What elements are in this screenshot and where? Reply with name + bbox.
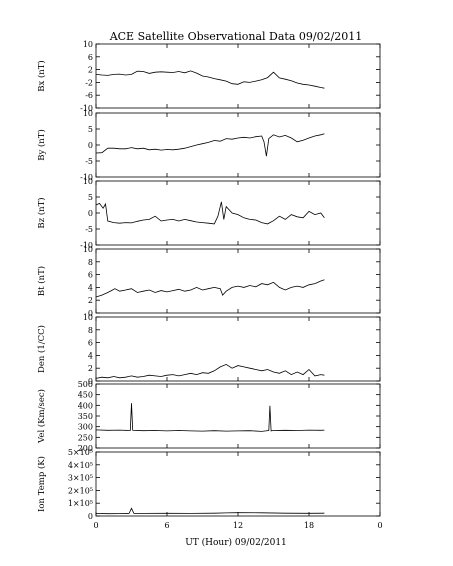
panel-5: 10 8 6 4 2 0 Den (1/CC) (36, 313, 381, 386)
series-line (95, 70, 325, 89)
y-tick-label: -10 (80, 173, 93, 182)
series-line (95, 363, 325, 379)
panel-3: 10 5 0 -5 -10 Bz (nT) (36, 177, 381, 250)
y-tick-label: 5 (88, 193, 93, 202)
panel-frame (95, 112, 381, 178)
y-tick-label: 3×10⁵ (68, 474, 93, 483)
y-tick-label: 10 (83, 313, 93, 322)
y-tick-label: 8 (88, 258, 93, 267)
panel-7: 5×10⁵ 4×10⁵ 3×10⁵ 2×10⁵ 1×10⁵ 0 Ion Temp (K) (36, 448, 381, 521)
y-tick-label: 2 (88, 296, 93, 305)
y-tick-label: 350 (78, 412, 93, 421)
y-tick-label: -5 (85, 225, 93, 234)
x-axis-label: UT (Hour) 09/02/2011 (185, 537, 287, 548)
y-tick-label: 6 (88, 271, 93, 280)
y-tick-label: 4 (88, 351, 93, 360)
x-tick-label: 0 (93, 521, 98, 530)
y-axis-label: Bx (nT) (36, 60, 47, 92)
y-tick-label: 6 (88, 53, 93, 62)
y-tick-label: 2 (88, 364, 93, 373)
y-tick-label: 2×10⁵ (68, 486, 93, 495)
series-line (95, 201, 325, 225)
y-tick-label: 500 (78, 380, 93, 389)
y-axis-label: Ion Temp (K) (36, 456, 47, 512)
panel-frame (95, 180, 381, 246)
y-tick-label: 0 (88, 512, 93, 521)
y-axis-label: Bt (nT) (36, 266, 47, 296)
x-tick-label: 18 (304, 521, 314, 530)
y-tick-label: 400 (78, 401, 93, 410)
y-tick-label: -5 (85, 157, 93, 166)
y-tick-label: 2 (88, 66, 93, 75)
y-tick-label: 10 (83, 109, 93, 118)
series-line (95, 133, 325, 157)
panel-frame (95, 43, 381, 109)
panel-frame (95, 316, 381, 382)
y-tick-label: 250 (78, 433, 93, 442)
panel-2: 10 5 0 -5 -10 By (nT) (36, 109, 381, 182)
panel-1: 10 6 2 -2 -6 -10 Bx (nT) (36, 40, 381, 113)
y-axis-label: Bz (nT) (36, 197, 47, 228)
x-tick-label: 12 (233, 521, 243, 530)
y-tick-label: 1×10⁵ (68, 499, 93, 508)
y-tick-label: -10 (80, 241, 93, 250)
series-line (95, 279, 325, 298)
y-tick-label: 6 (88, 339, 93, 348)
y-tick-label: 450 (78, 391, 93, 400)
y-tick-label: 200 (78, 444, 93, 453)
series-line (95, 507, 325, 515)
panel-frame (95, 248, 381, 314)
y-tick-label: 4 (88, 283, 93, 292)
x-axis-ticks: 0 6 12 18 0 (93, 521, 382, 530)
y-tick-label: 10 (83, 40, 93, 49)
y-tick-label: 10 (83, 245, 93, 254)
chart-title: ACE Satellite Observational Data 09/02/2… (109, 30, 363, 43)
y-axis-label: By (nT) (36, 129, 47, 161)
y-tick-label: 0 (88, 309, 93, 318)
series-line (95, 403, 325, 432)
y-tick-label: -6 (85, 91, 93, 100)
panels-group: 10 6 2 -2 -6 -10 Bx (nT) 10 5 0 -5 -10 By (nT) 10 5 0 -5… (36, 40, 381, 521)
y-tick-label: -2 (85, 78, 93, 87)
y-tick-label: 0 (88, 141, 93, 150)
y-tick-label: 5 (88, 125, 93, 134)
y-tick-label: 0 (88, 209, 93, 218)
y-tick-label: 8 (88, 326, 93, 335)
y-tick-label: 4×10⁵ (68, 461, 93, 470)
y-tick-label: 300 (78, 423, 93, 432)
panel-4: 10 8 6 4 2 0 Bt (nT) (36, 245, 381, 318)
panel-frame (95, 383, 381, 449)
x-tick-label: 6 (164, 521, 169, 530)
y-tick-label: -10 (80, 104, 93, 113)
y-tick-label: 0 (88, 377, 93, 386)
panel-frame (95, 451, 381, 517)
x-tick-label: 0 (377, 521, 382, 530)
y-axis-label: Vel (Km/sec) (36, 389, 47, 444)
y-axis-label: Den (1/CC) (36, 325, 47, 373)
y-tick-label: 5×10⁵ (68, 448, 93, 457)
y-tick-label: 10 (83, 177, 93, 186)
